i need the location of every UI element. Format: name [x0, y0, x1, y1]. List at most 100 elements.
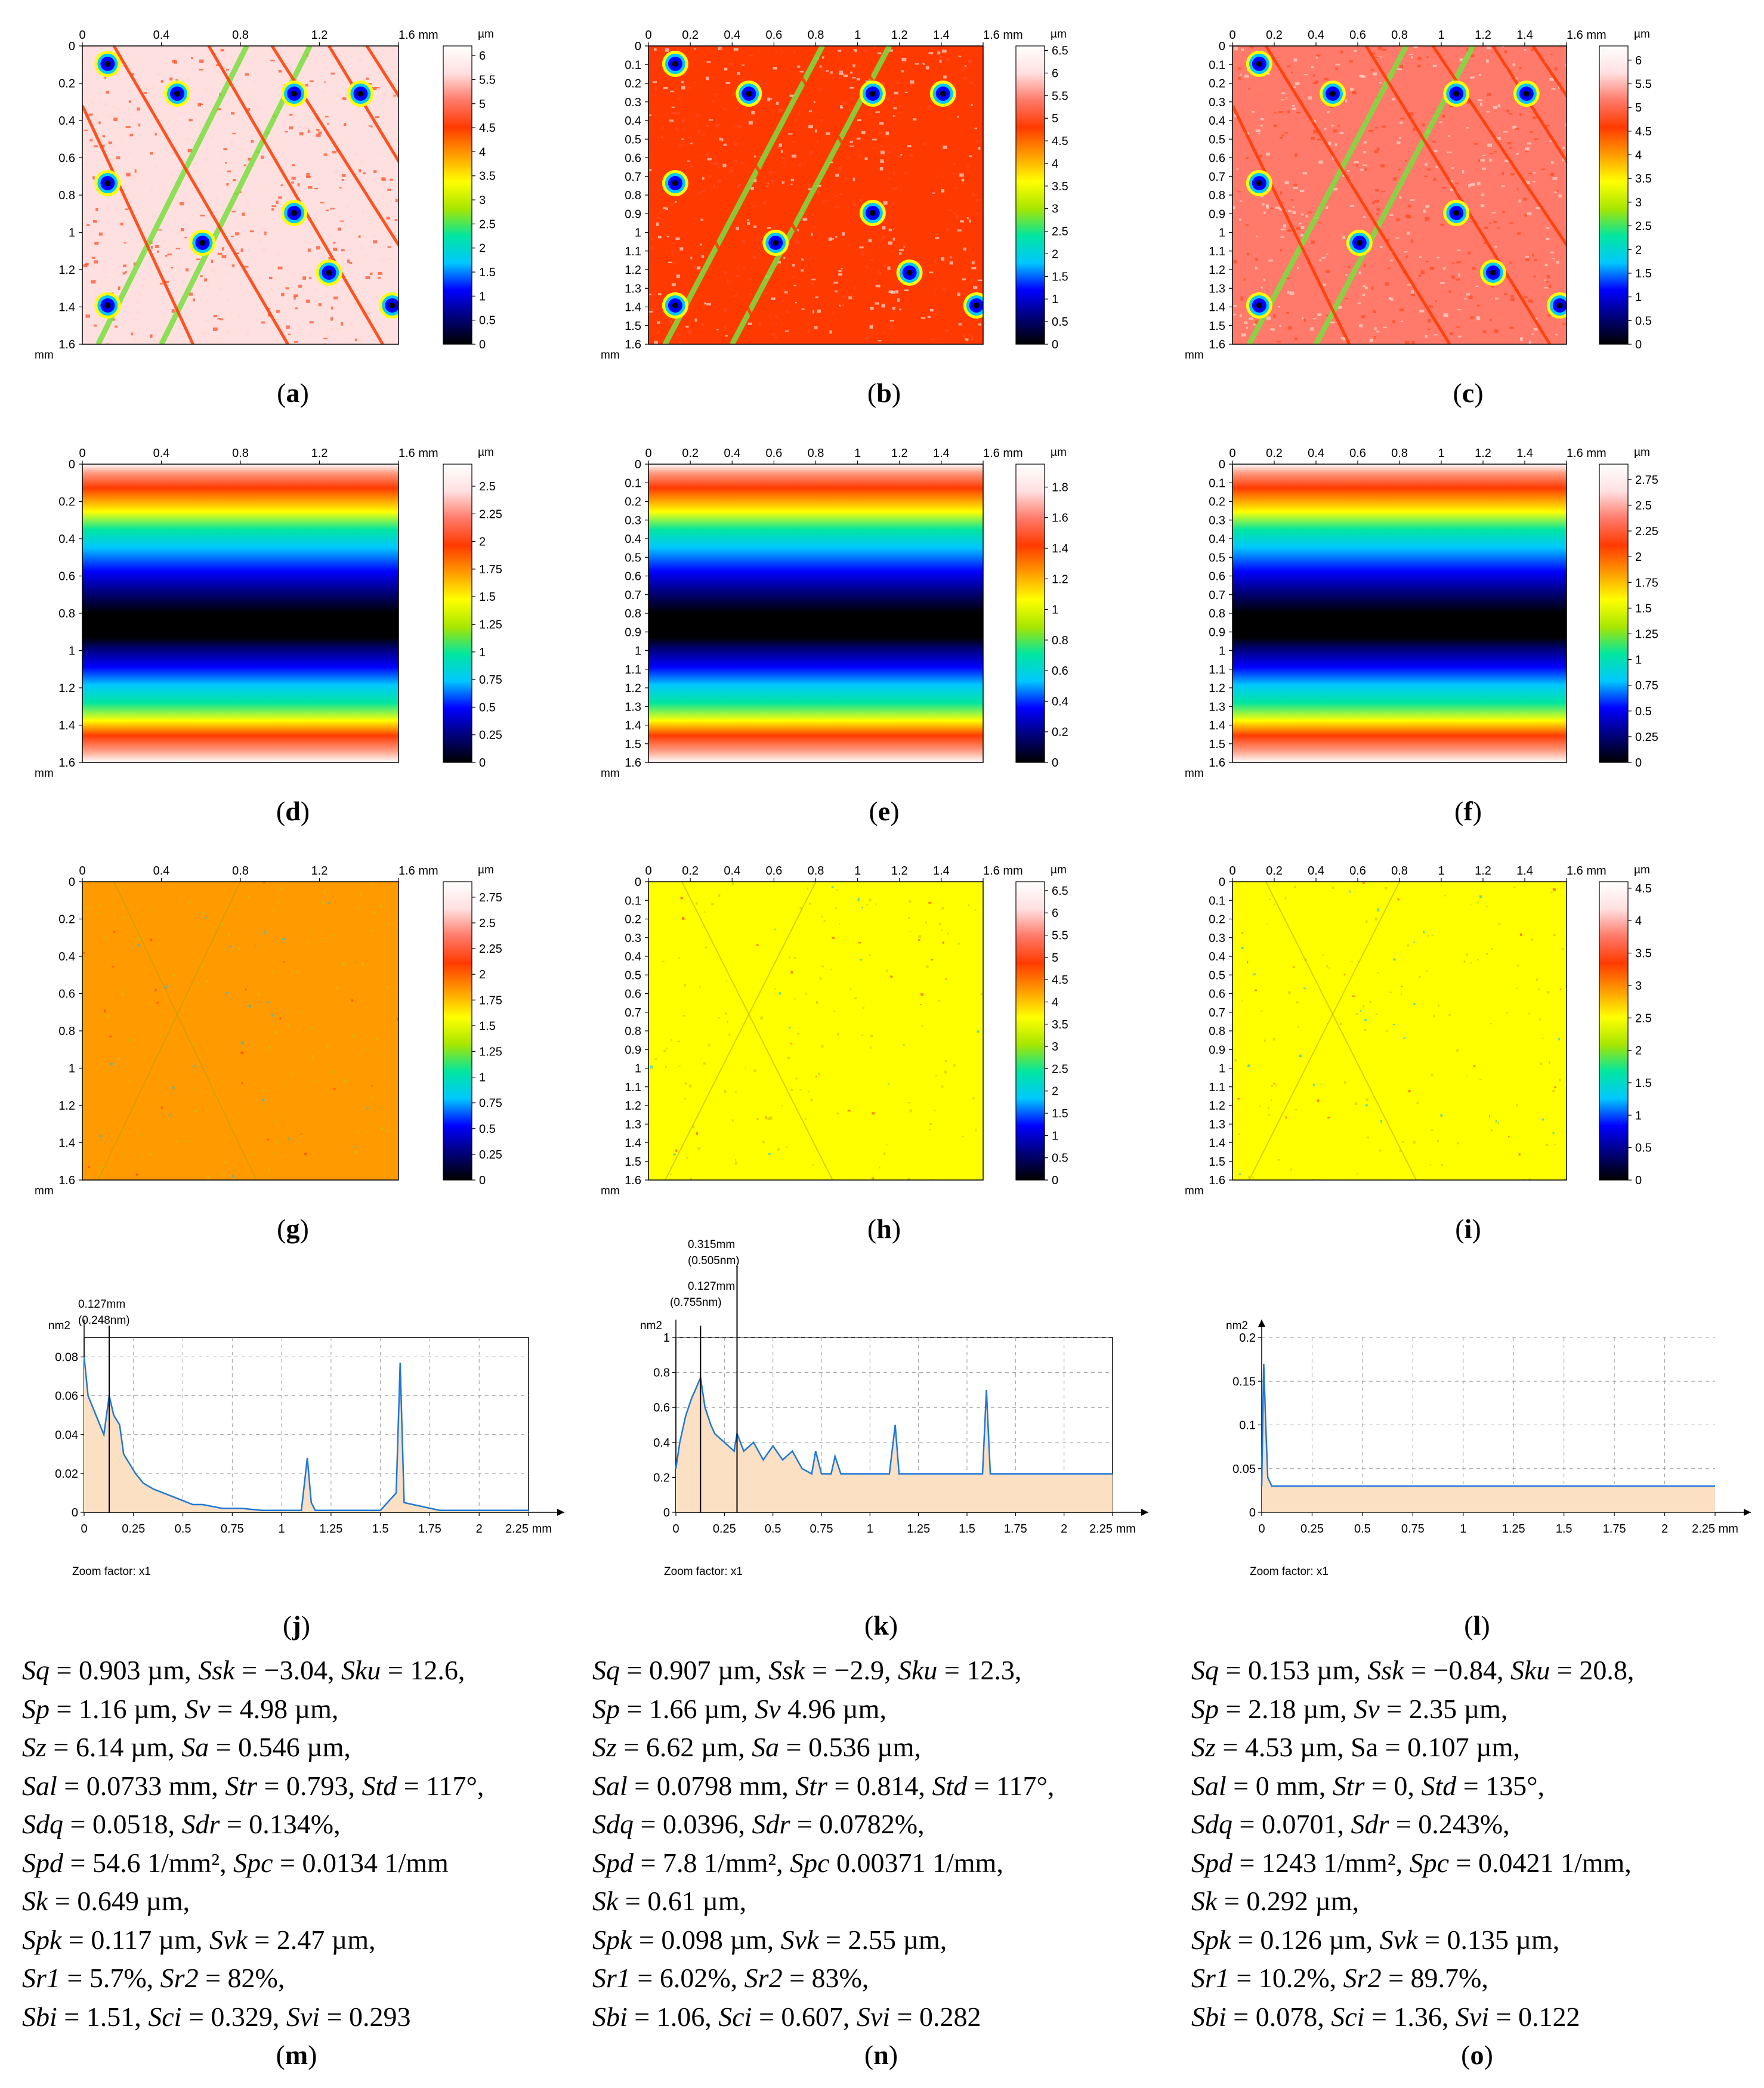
noise-dot	[1377, 908, 1380, 912]
noise-dot	[1516, 1104, 1518, 1107]
noise-dot	[318, 1051, 320, 1054]
y-tick-label: 1.3	[625, 282, 641, 295]
colorbar-tick-label: 2.5	[1635, 499, 1652, 512]
groove-line	[207, 46, 384, 344]
noise-dot	[1473, 1065, 1476, 1067]
texture-speckle	[1489, 153, 1494, 155]
parameter-name: Sq	[1191, 1655, 1219, 1685]
noise-dot	[224, 1161, 226, 1165]
texture-speckle	[227, 170, 231, 172]
texture-speckle	[1541, 168, 1546, 170]
noise-dot	[799, 1089, 802, 1091]
texture-speckle	[774, 322, 777, 326]
y-tick-label: 1.5	[625, 1156, 641, 1169]
texture-speckle	[848, 108, 851, 112]
texture-speckle	[1496, 137, 1501, 140]
texture-speckle	[289, 113, 293, 116]
texture-speckle	[113, 118, 118, 121]
texture-speckle	[150, 152, 153, 155]
parameter-name: Sr1	[1191, 1963, 1229, 1993]
noise-dot	[1259, 1105, 1262, 1107]
texture-speckle	[1308, 96, 1312, 100]
texture-speckle	[169, 77, 173, 81]
texture-speckle	[752, 255, 756, 259]
noise-dot	[311, 1055, 314, 1058]
texture-speckle	[91, 141, 95, 144]
texture-speckle	[373, 212, 379, 215]
texture-speckle	[1391, 297, 1394, 301]
texture-speckle	[322, 248, 326, 252]
texture-speckle	[246, 202, 249, 206]
texture-speckle	[656, 222, 659, 226]
y-tick-label: 0	[1219, 458, 1225, 471]
texture-speckle	[325, 157, 330, 160]
noise-dot	[159, 1034, 163, 1037]
texture-speckle	[390, 48, 395, 50]
colorbar-tick-label: 2.5	[479, 917, 496, 930]
texture-speckle	[93, 325, 97, 327]
texture-speckle	[304, 240, 308, 244]
texture-speckle	[1323, 283, 1326, 286]
texture-speckle	[1407, 215, 1411, 219]
texture-speckle	[1383, 326, 1387, 328]
zoom-factor-label: Zoom factor: x1	[664, 1565, 743, 1578]
parameter-name: Std	[1421, 1770, 1457, 1801]
colorbar-tick-label: 1.8	[1052, 481, 1068, 494]
dimple-center	[174, 91, 180, 97]
texture-speckle	[1547, 314, 1551, 317]
texture-speckle	[1246, 157, 1249, 159]
x-tick-label: 0.4	[153, 29, 170, 42]
colorbar-tick-label: 1	[479, 290, 486, 303]
colorbar-tick-label: 0.8	[1052, 634, 1068, 647]
texture-speckle	[678, 340, 681, 344]
texture-speckle	[1551, 88, 1556, 90]
texture-speckle	[137, 171, 139, 174]
texture-speckle	[1326, 253, 1329, 255]
noise-dot	[277, 900, 279, 904]
x-tick-label: 1.6 mm	[398, 447, 438, 460]
noise-dot	[223, 949, 225, 951]
texture-speckle	[957, 174, 959, 177]
texture-speckle	[839, 66, 842, 69]
texture-speckle	[839, 70, 844, 74]
parameter-name: Sdq	[22, 1809, 63, 1839]
parameter-value: = 0.126 µm,	[1231, 1924, 1380, 1955]
noise-dot	[1441, 1164, 1444, 1166]
texture-speckle	[883, 264, 886, 267]
noise-dot	[140, 1154, 143, 1157]
texture-speckle	[1425, 217, 1430, 220]
texture-speckle	[86, 224, 90, 226]
noise-dot	[288, 1138, 290, 1141]
texture-speckle	[197, 103, 201, 107]
colorbar-unit: µm	[1051, 864, 1067, 876]
texture-speckle	[1342, 174, 1345, 177]
y-tick-label: 1	[1219, 1062, 1225, 1076]
texture-speckle	[826, 132, 830, 135]
texture-speckle	[939, 60, 942, 63]
texture-speckle	[294, 341, 298, 343]
texture-speckle	[352, 233, 355, 236]
noise-dot	[678, 957, 680, 959]
texture-speckle	[1281, 201, 1284, 203]
texture-speckle	[1256, 236, 1258, 237]
texture-speckle	[1544, 279, 1546, 282]
y-tick-label: 1.1	[625, 1081, 641, 1094]
y-tick-label: 0.8	[58, 189, 75, 202]
texture-speckle	[1339, 132, 1344, 134]
texture-speckle	[1268, 260, 1273, 262]
texture-speckle	[817, 309, 821, 313]
texture-speckle	[1400, 64, 1403, 69]
texture-speckle	[883, 201, 888, 205]
texture-speckle	[1324, 78, 1329, 81]
texture-speckle	[1318, 222, 1321, 224]
noise-dot	[684, 984, 687, 987]
noise-dot	[221, 1173, 224, 1175]
y-tick-label: 0.05	[1232, 1463, 1256, 1476]
colorbar-tick-label: 4	[1635, 915, 1642, 928]
texture-speckle	[285, 287, 289, 290]
dimple-center	[1490, 270, 1496, 276]
noise-dot	[141, 1135, 143, 1137]
texture-speckle	[1512, 125, 1517, 129]
x-axis-arrow	[1744, 1509, 1751, 1516]
texture-speckle	[676, 274, 680, 279]
